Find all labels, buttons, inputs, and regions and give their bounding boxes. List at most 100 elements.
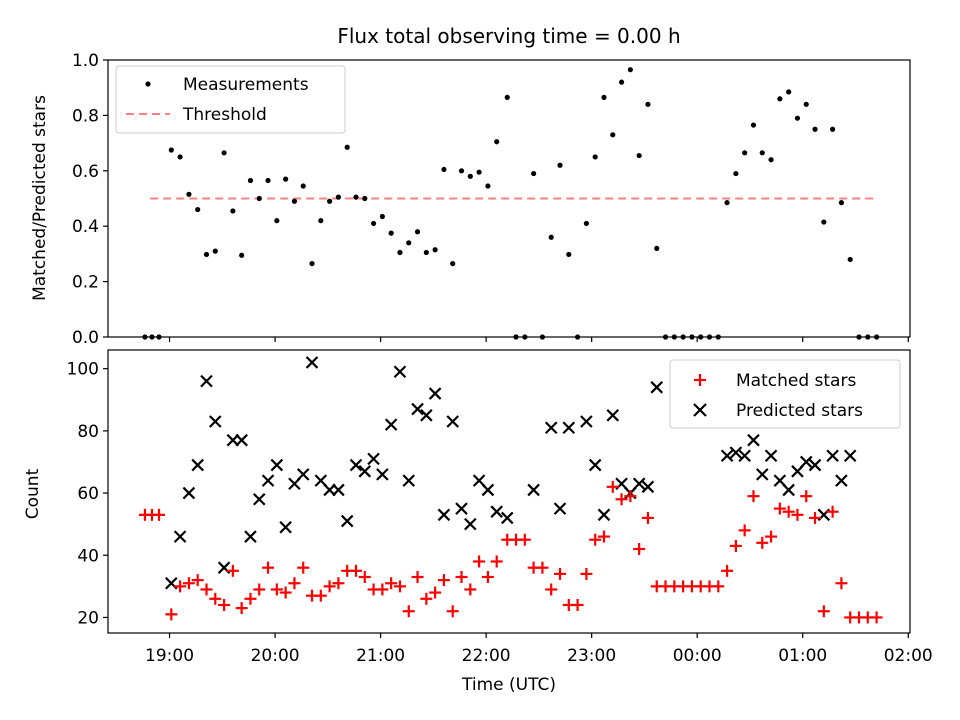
legend-predicted-label: Predicted stars	[736, 401, 863, 421]
top-y-tick-label: 0.4	[72, 217, 99, 237]
matched-star-point	[393, 580, 406, 593]
predicted-star-point	[235, 433, 248, 447]
predicted-star-point	[527, 483, 540, 497]
x-tick-label: 22:00	[462, 646, 511, 666]
matched-star-point	[402, 605, 415, 618]
predicted-star-point	[332, 483, 345, 497]
predicted-star-point	[182, 486, 196, 500]
matched-star-point	[633, 543, 646, 556]
predicted-star-point	[376, 468, 389, 481]
measurement-point	[168, 147, 174, 153]
predicted-star-point	[464, 517, 477, 531]
measurement-point	[610, 132, 616, 138]
measurement-point	[838, 200, 845, 206]
predicted-star-point	[799, 455, 813, 469]
predicted-star-point	[562, 421, 576, 435]
measurement-point	[583, 220, 589, 227]
matched-stars-points	[138, 480, 883, 624]
predicted-star-point	[738, 449, 751, 463]
top-legend: Measurements Threshold	[115, 65, 346, 134]
matched-star-point	[464, 583, 477, 596]
x-tick-label: 02:00	[884, 646, 933, 666]
measurement-point	[847, 256, 853, 263]
measurement-point	[467, 173, 473, 179]
top-y-tick-label: 0.0	[72, 328, 99, 348]
matched-star-point	[279, 586, 292, 599]
predicted-star-point	[843, 449, 857, 463]
predicted-star-point	[446, 415, 459, 428]
bottom-y-ticks: 20 40 60 80 100	[67, 360, 108, 628]
legend-predicted-marker	[693, 403, 707, 417]
bottom-y-tick-label: 80	[77, 422, 99, 442]
predicted-star-point	[553, 502, 567, 515]
top-y-tick-label: 0.6	[72, 162, 99, 182]
bottom-y-tick-label: 20	[77, 608, 99, 628]
predicted-star-point	[173, 530, 187, 543]
bottom-plot-frame	[107, 349, 911, 634]
matched-star-point	[615, 493, 628, 506]
predicted-star-point	[580, 415, 593, 428]
measurement-point	[423, 249, 429, 256]
measurement-point	[230, 208, 236, 214]
predicted-star-point	[428, 387, 442, 400]
top-y-tick-label: 1.0	[72, 51, 99, 71]
predicted-stars-points	[165, 356, 857, 590]
x-tick-label: 00:00	[673, 646, 722, 666]
measurement-point	[724, 200, 730, 206]
predicted-star-point	[200, 374, 213, 388]
matched-star-point	[288, 577, 301, 590]
top-panel: Flux total observing time = 0.00 h Match…	[30, 24, 911, 348]
matched-star-point	[314, 589, 327, 602]
predicted-star-point	[340, 514, 354, 528]
predicted-star-point	[209, 415, 222, 428]
measurement-point	[557, 162, 563, 168]
measurement-point	[379, 213, 385, 220]
matched-star-point	[791, 508, 804, 521]
measurement-point	[432, 247, 438, 253]
matched-star-point	[589, 533, 602, 546]
measurement-point	[654, 245, 660, 251]
bottom-panel: Count 20 40 60 80 100 19:00 20:00 21:00 22:00 23…	[23, 349, 933, 695]
matched-star-point	[765, 530, 778, 543]
bottom-y-tick-label: 40	[77, 546, 99, 566]
top-y-tick-label: 0.8	[72, 106, 99, 126]
matched-star-point	[518, 533, 531, 546]
top-y-ticks: 0.0 0.2 0.4 0.6 0.8 1.0	[72, 51, 108, 348]
measurement-point	[450, 260, 456, 267]
measurement-point	[362, 195, 368, 202]
predicted-star-point	[252, 492, 266, 506]
predicted-star-point	[632, 477, 646, 491]
measurement-point	[458, 168, 465, 174]
matched-star-point	[870, 611, 883, 624]
measurement-point	[203, 251, 210, 258]
predicted-star-point	[244, 530, 257, 543]
matched-star-point	[429, 586, 442, 599]
x-tick-label: 01:00	[778, 646, 827, 666]
predicted-star-point	[437, 508, 451, 522]
predicted-star-point	[826, 449, 839, 463]
matched-star-point	[332, 577, 345, 590]
legend-measurements-label: Measurements	[183, 75, 309, 95]
measurement-point	[566, 251, 572, 258]
measurement-point	[397, 249, 403, 256]
bottom-y-axis-label: Count	[23, 468, 43, 519]
matched-star-point	[545, 583, 558, 596]
measurement-point	[821, 219, 827, 225]
matched-star-point	[297, 561, 310, 574]
predicted-star-point	[606, 409, 620, 422]
measurement-point	[803, 101, 809, 107]
predicted-star-point	[420, 409, 433, 422]
measurement-point	[318, 218, 324, 224]
top-legend-box	[115, 65, 346, 134]
measurement-point	[388, 230, 394, 236]
predicted-star-point	[650, 381, 664, 394]
x-tick-label: 19:00	[145, 646, 194, 666]
matched-star-point	[200, 583, 213, 596]
matched-star-point	[437, 574, 450, 587]
matched-star-point	[411, 571, 424, 584]
predicted-star-point	[402, 474, 416, 487]
measurement-point	[768, 157, 774, 163]
measurement-point	[221, 150, 227, 156]
matched-star-point	[473, 555, 486, 568]
